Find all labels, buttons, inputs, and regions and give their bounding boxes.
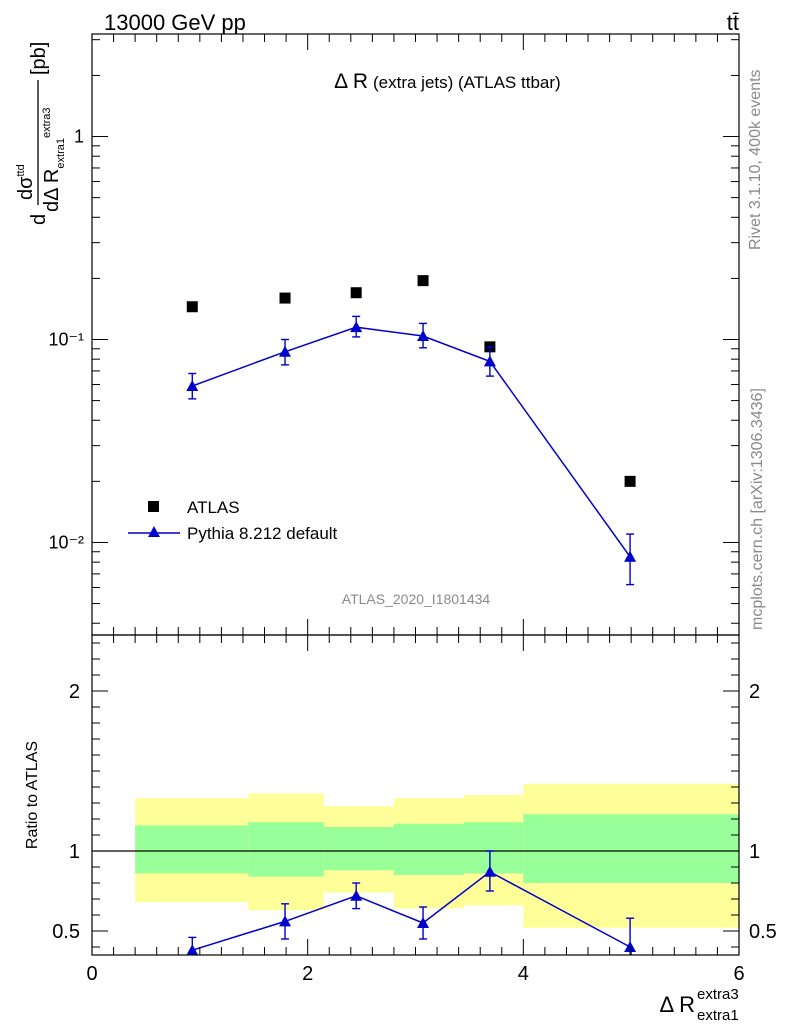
atlas-data-point — [350, 287, 362, 299]
main-panel: 10⁻² 10⁻¹ 1 Δ R (extra jets) (ATLAS ttbar)… — [15, 33, 740, 636]
ratio-y-tick-label-right: 0.5 — [749, 921, 777, 943]
energy-label: 13000 GeV pp — [104, 10, 246, 35]
ratio-band-inner — [323, 827, 394, 871]
x-tick-label: 4 — [518, 963, 529, 985]
pythia-data-point — [279, 345, 292, 357]
legend-label-pythia: Pythia 8.212 default — [187, 524, 338, 543]
x-tick-label: 2 — [302, 963, 313, 985]
atlas-data-point — [417, 275, 429, 287]
ratio-band-inner — [464, 822, 524, 874]
pythia-data-point — [417, 330, 430, 342]
x-tick-label: 0 — [86, 963, 97, 985]
pythia-series-line — [192, 326, 631, 558]
pythia-data-point — [186, 380, 199, 392]
atlas-data-point — [624, 475, 636, 487]
ratio-data-point — [624, 941, 637, 952]
ratio-y-tick-label-left: 0.5 — [52, 921, 80, 943]
main-y-tick-label: 10⁻¹ — [48, 329, 84, 349]
analysis-id: ATLAS_2020_I1801434 — [342, 591, 491, 607]
ratio-data-point — [279, 915, 292, 927]
ratio-data-point — [483, 865, 496, 877]
x-label-sub: extra1 — [697, 1007, 739, 1024]
ratio-ticks: 0.5 0.5 1 1 2 2 0 2 4 6 — [52, 635, 777, 985]
pythia-data-point — [350, 321, 363, 333]
ratio-data-point — [186, 944, 199, 956]
ratio-y-axis-label: Ratio to ATLAS — [24, 741, 41, 849]
mcplots-label: mcplots.cern.ch [arXiv:1306.3436] — [749, 388, 766, 630]
main-marks — [186, 275, 637, 586]
main-ticks: 10⁻² 10⁻¹ 1 — [48, 34, 740, 635]
ratio-y-tick-label-left: 2 — [69, 681, 80, 703]
ratio-panel: 0.5 0.5 1 1 2 2 0 2 4 6 Ratio to ATLAS Δ R extra3… — [24, 634, 777, 1024]
atlas-data-point — [279, 292, 291, 304]
legend: ATLAS Pythia 8.212 default — [128, 498, 338, 543]
ratio-band-inner — [393, 823, 465, 875]
x-axis-label: Δ R extra3 extra1 — [660, 986, 739, 1024]
legend-marker-pythia — [148, 526, 160, 537]
main-y-tick-label: 10⁻² — [48, 532, 84, 552]
ratio-marks — [92, 850, 739, 956]
atlas-data-point — [186, 301, 198, 313]
pythia-data-point — [624, 550, 637, 562]
ratio-bands — [135, 783, 739, 928]
main-title-sub: (extra jets) (ATLAS ttbar) — [373, 73, 561, 92]
ratio-data-point — [417, 917, 430, 928]
y-label-unit: [pb] — [28, 42, 50, 75]
ratio-y-tick-label-right: 2 — [749, 681, 760, 703]
ratio-band-inner — [135, 825, 249, 874]
main-y-axis-label: dσttd dΔ Rextra1extra3 d [pb] — [15, 42, 67, 225]
x-label-main: Δ R — [660, 992, 695, 1017]
x-label-sup: extra3 — [697, 986, 739, 1003]
y-label-d-top: dσttd — [15, 164, 37, 200]
y-label-d-bottom: dΔ Rextra1extra3 — [41, 107, 67, 212]
ratio-y-tick-label-right: 1 — [749, 841, 760, 863]
ratio-y-tick-label-left: 1 — [69, 841, 80, 863]
y-label-prefix: d — [28, 214, 50, 225]
ratio-data-point — [350, 889, 363, 901]
ratio-band-inner — [248, 822, 324, 877]
process-label: tt̄ — [727, 10, 739, 35]
legend-label-atlas: ATLAS — [187, 498, 240, 517]
ratio-band-inner — [523, 814, 739, 883]
rivet-label: Rivet 3.1.10, 400k events — [747, 69, 764, 250]
main-title: Δ R — [334, 70, 368, 93]
main-y-tick-label: 1 — [74, 127, 84, 147]
legend-marker-atlas — [148, 501, 159, 512]
ratio-series-line — [192, 870, 631, 951]
pythia-data-point — [483, 355, 496, 367]
x-tick-label: 6 — [733, 963, 744, 985]
